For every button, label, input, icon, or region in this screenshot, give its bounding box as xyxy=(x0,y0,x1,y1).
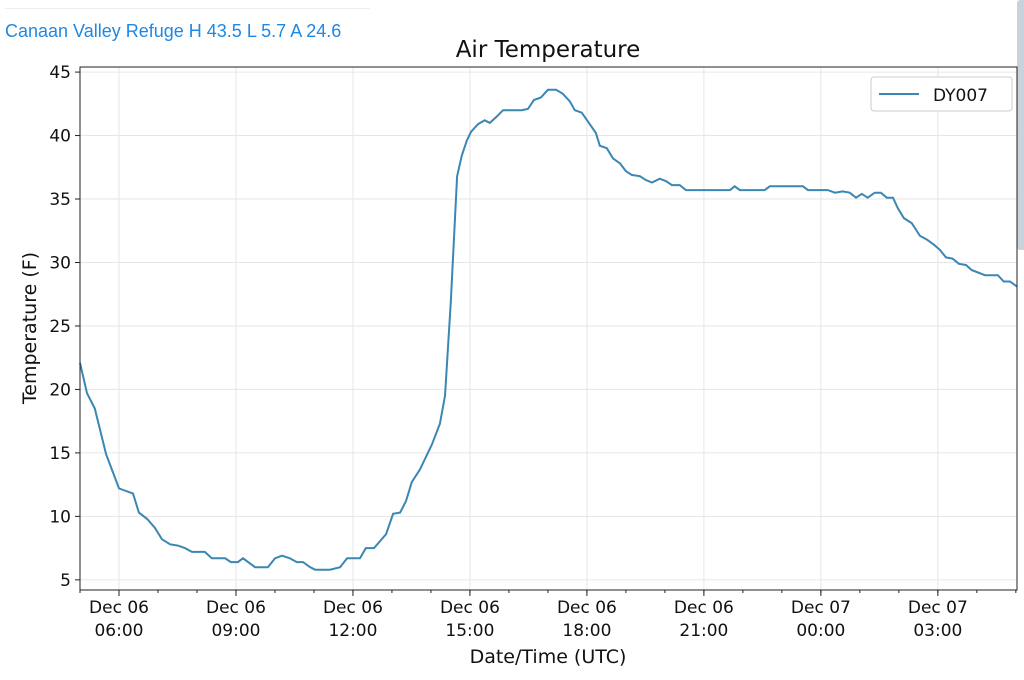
y-tick-label: 40 xyxy=(49,127,71,147)
y-tick-label: 45 xyxy=(49,63,71,83)
legend-box xyxy=(870,76,1013,112)
x-tick-time-label: 15:00 xyxy=(445,621,494,641)
x-tick-date-label: Dec 06 xyxy=(206,598,266,618)
y-tick-label: 30 xyxy=(49,253,71,273)
series-line-dy007 xyxy=(79,88,1018,571)
scrollbar[interactable] xyxy=(1017,0,1024,250)
grid xyxy=(80,67,1017,590)
x-tick-time-label: 06:00 xyxy=(94,621,143,641)
y-tick-label: 15 xyxy=(49,444,71,464)
x-tick-time-label: 12:00 xyxy=(328,621,377,641)
y-tick-label: 25 xyxy=(49,317,71,337)
x-tick-time-label: 09:00 xyxy=(211,621,260,641)
x-tick-date-label: Dec 07 xyxy=(908,598,968,618)
x-tick-time-label: 18:00 xyxy=(562,621,611,641)
y-tick-label: 20 xyxy=(49,380,71,400)
x-tick-date-label: Dec 06 xyxy=(557,598,617,618)
header-divider xyxy=(5,8,370,9)
legend: DY007 xyxy=(870,76,1013,112)
x-tick-time-label: 00:00 xyxy=(796,621,845,641)
x-axis: Dec 06 06:00 Dec 06 09:00 Dec 06 12:00 Dec 06 1… xyxy=(79,590,1017,641)
x-tick-date-label: Dec 06 xyxy=(89,598,149,618)
y-tick-label: 10 xyxy=(49,507,71,527)
chart-title: Air Temperature xyxy=(456,37,641,63)
x-tick-date-label: Dec 07 xyxy=(791,598,851,618)
legend-label: DY007 xyxy=(933,86,988,106)
x-tick-date-label: Dec 06 xyxy=(674,598,734,618)
y-axis-label: Temperature (F) xyxy=(19,252,41,405)
y-tick-label: 5 xyxy=(60,571,71,591)
plot-frame xyxy=(79,66,1018,591)
y-tick-label: 35 xyxy=(49,190,71,210)
x-tick-date-label: Dec 06 xyxy=(440,598,500,618)
y-axis: 5 10 15 20 25 30 35 40 45 xyxy=(49,63,80,591)
x-tick-time-label: 03:00 xyxy=(913,621,962,641)
x-tick-date-label: Dec 06 xyxy=(323,598,383,618)
x-tick-time-label: 21:00 xyxy=(679,621,728,641)
x-axis-label: Date/Time (UTC) xyxy=(470,646,627,668)
station-summary-link[interactable]: Canaan Valley Refuge H 43.5 L 5.7 A 24.6 xyxy=(5,21,342,41)
